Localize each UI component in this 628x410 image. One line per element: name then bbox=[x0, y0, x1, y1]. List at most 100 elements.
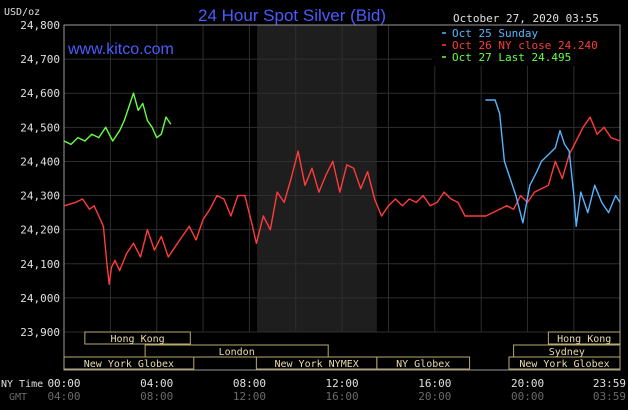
series-point bbox=[114, 259, 116, 261]
x-tick-ny: 00:00 bbox=[47, 377, 80, 390]
market-session-label: New York Globex bbox=[519, 359, 609, 370]
series-point bbox=[429, 205, 431, 207]
series-point bbox=[573, 195, 575, 197]
series-point bbox=[146, 119, 148, 122]
series-line-0 bbox=[63, 116, 621, 285]
chart-title: 24 Hour Spot Silver (Bid) bbox=[198, 6, 386, 25]
series-point bbox=[70, 143, 72, 145]
series-point bbox=[464, 215, 466, 217]
series-point bbox=[119, 130, 121, 132]
plot-frame bbox=[63, 24, 621, 371]
series-point bbox=[367, 171, 369, 173]
market-session: NY Globex bbox=[376, 356, 471, 370]
series-line-2 bbox=[63, 92, 172, 146]
series-point bbox=[102, 225, 104, 227]
series-point bbox=[408, 198, 410, 200]
x-tick-gmt: 00:00 bbox=[511, 390, 544, 403]
market-session: New York Globex bbox=[508, 356, 621, 370]
series-point bbox=[353, 167, 355, 169]
series-point bbox=[559, 130, 561, 132]
market-session-box bbox=[376, 356, 471, 370]
legend-entry: Oct 25 Sunday bbox=[452, 27, 538, 40]
series-point bbox=[471, 215, 473, 217]
series-point bbox=[91, 133, 93, 135]
series-point bbox=[520, 195, 522, 197]
series-point bbox=[126, 252, 128, 255]
series-point bbox=[137, 109, 139, 111]
ny-time-label: NY Time bbox=[1, 379, 43, 390]
series-point bbox=[276, 191, 278, 193]
market-session: New York NYMEX bbox=[255, 356, 378, 370]
series-point bbox=[195, 239, 197, 241]
series-point bbox=[132, 92, 135, 94]
series-point bbox=[346, 164, 348, 166]
series-point bbox=[112, 140, 114, 142]
series-point bbox=[485, 99, 487, 101]
y-tick-label: 24,200 bbox=[20, 224, 60, 237]
market-session: Hong Kong bbox=[547, 331, 621, 345]
series-point bbox=[93, 205, 95, 207]
series-point bbox=[436, 201, 438, 203]
series-point bbox=[415, 201, 417, 203]
market-session-box bbox=[547, 331, 621, 345]
series-point bbox=[522, 222, 524, 224]
series-point bbox=[601, 201, 603, 203]
series-point bbox=[568, 150, 570, 152]
market-session-label: New York NYMEX bbox=[274, 359, 358, 370]
series-point bbox=[443, 191, 445, 193]
series-point bbox=[580, 191, 582, 193]
series-point bbox=[492, 212, 494, 214]
series-point bbox=[596, 133, 598, 135]
series-point bbox=[223, 198, 225, 200]
series-line-1 bbox=[485, 99, 621, 228]
series-point bbox=[88, 208, 91, 210]
market-session-box bbox=[63, 356, 195, 370]
series-point bbox=[84, 140, 86, 142]
y-tick-label: 24,700 bbox=[20, 53, 60, 66]
series-point bbox=[422, 195, 424, 197]
series-point bbox=[513, 208, 515, 210]
series-point bbox=[290, 177, 292, 180]
market-session-box bbox=[84, 331, 191, 345]
gmt-label: GMT bbox=[9, 392, 27, 403]
series-point bbox=[589, 116, 591, 118]
series-point bbox=[515, 195, 517, 197]
series-point bbox=[394, 198, 396, 200]
series-point bbox=[156, 137, 158, 139]
series-point bbox=[128, 106, 130, 108]
series-point bbox=[165, 116, 167, 118]
series-point bbox=[311, 167, 313, 169]
market-session: London bbox=[144, 344, 329, 358]
website-link[interactable]: www.kitco.com bbox=[67, 41, 174, 58]
y-tick-label: 23,900 bbox=[20, 326, 60, 339]
x-tick-ny: 12:00 bbox=[326, 377, 359, 390]
series-point bbox=[153, 249, 155, 251]
series-point bbox=[540, 160, 543, 162]
series-point bbox=[160, 235, 162, 238]
series-point bbox=[575, 225, 577, 227]
series-point bbox=[132, 242, 135, 244]
market-session-box bbox=[508, 356, 621, 370]
series-point bbox=[174, 246, 176, 248]
market-session-label: London bbox=[219, 347, 255, 358]
series-point bbox=[142, 102, 144, 105]
series-point bbox=[283, 201, 285, 203]
series-point bbox=[401, 205, 403, 207]
series-point bbox=[304, 184, 306, 186]
series-point bbox=[332, 160, 334, 162]
series-point bbox=[318, 191, 320, 193]
series-point bbox=[202, 218, 204, 220]
series-point bbox=[244, 195, 246, 197]
y-tick-label: 24,300 bbox=[20, 190, 60, 203]
series-point bbox=[575, 140, 577, 142]
series-point bbox=[380, 215, 383, 217]
series-point bbox=[167, 256, 169, 258]
series-point bbox=[251, 222, 253, 224]
series-point bbox=[110, 266, 113, 268]
x-tick-ny: 08:00 bbox=[233, 377, 266, 390]
x-tick-gmt: 04:00 bbox=[47, 390, 80, 403]
series-point bbox=[119, 270, 121, 272]
x-tick-gmt: 08:00 bbox=[140, 390, 173, 403]
series-point bbox=[81, 198, 84, 200]
